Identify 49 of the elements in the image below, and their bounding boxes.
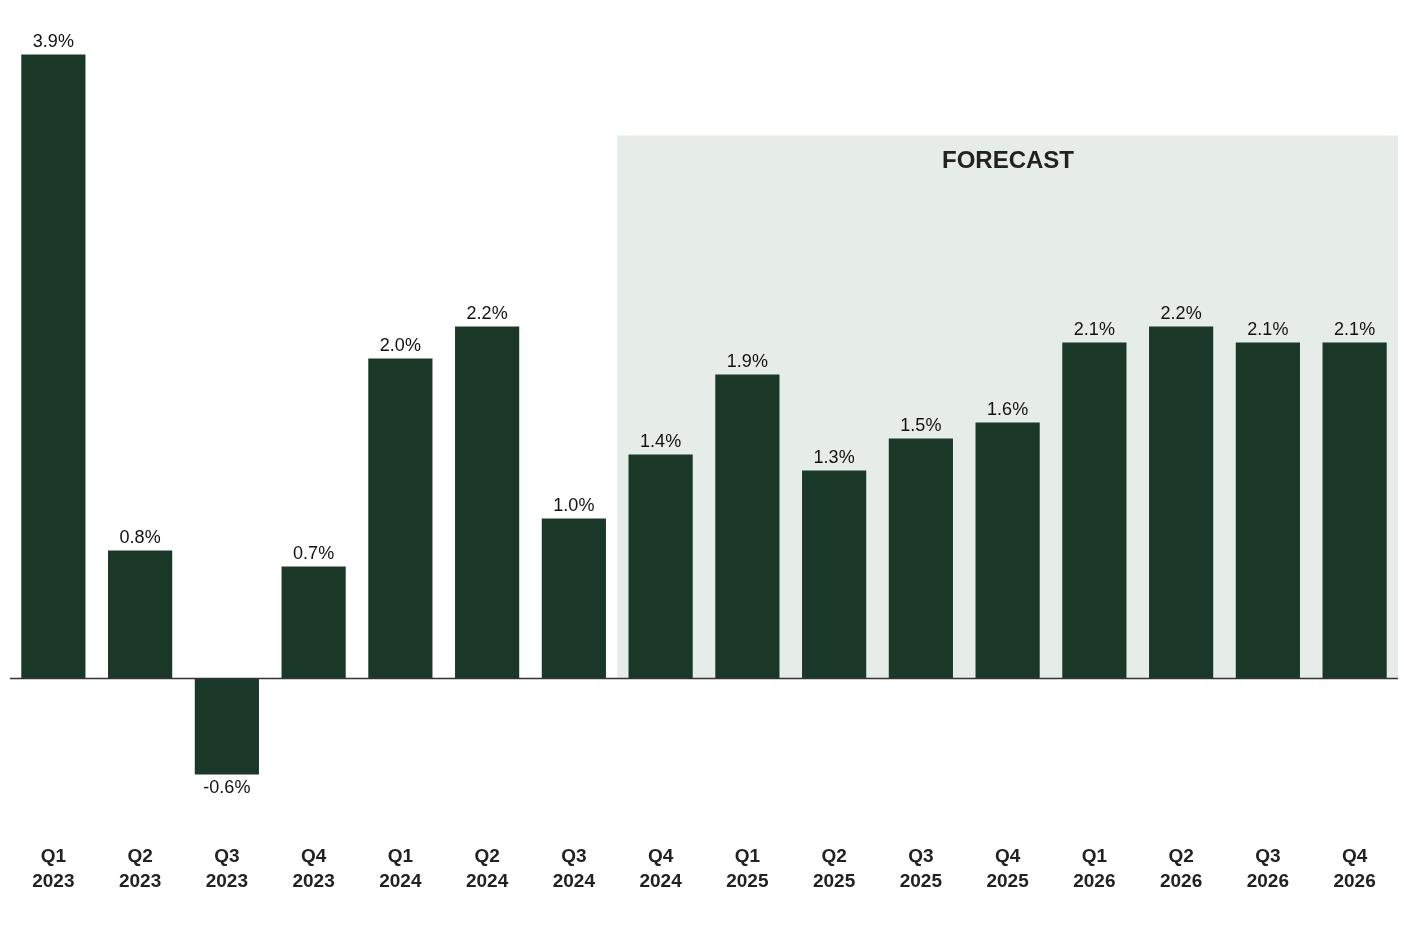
bar [888, 438, 953, 679]
bar [21, 54, 86, 679]
x-tick-label: Q4 2024 [639, 845, 683, 891]
data-label: 1.9% [726, 351, 768, 372]
x-tick-label: Q4 2025 [986, 845, 1030, 891]
bar [541, 518, 606, 679]
data-label: 2.1% [1334, 319, 1376, 340]
data-label: 1.5% [900, 415, 942, 436]
bar [628, 454, 693, 679]
bar [194, 678, 259, 775]
data-label: 0.8% [119, 527, 161, 548]
x-tick-label: Q3 2026 [1246, 845, 1290, 891]
x-tick-label: Q1 2025 [726, 845, 769, 891]
bar [1062, 342, 1127, 679]
data-label: 2.1% [1073, 319, 1115, 340]
x-tick-label: Q1 2024 [379, 845, 422, 891]
x-tick-label: Q3 2023 [205, 845, 249, 891]
x-tick-label: Q1 2026 [1073, 845, 1116, 891]
data-label: 2.1% [1247, 319, 1289, 340]
bar [455, 326, 520, 679]
bar [1235, 342, 1300, 679]
x-tick-label: Q2 2026 [1159, 845, 1203, 891]
data-label: 1.0% [553, 495, 595, 516]
bar [1149, 326, 1214, 679]
x-tick-label: Q3 2024 [552, 845, 596, 891]
bar [368, 358, 433, 679]
data-label: 0.7% [293, 543, 335, 564]
x-tick-label: Q2 2025 [812, 845, 856, 891]
data-label: 2.0% [379, 335, 421, 356]
data-label: 2.2% [466, 303, 508, 324]
data-label: 1.4% [640, 431, 682, 452]
x-tick-label: Q2 2024 [465, 845, 509, 891]
data-label: 3.9% [32, 31, 74, 52]
band-label: FORECAST [942, 146, 1075, 173]
x-tick-label: Q1 2023 [32, 845, 75, 891]
x-tick-label: Q2 2023 [118, 845, 162, 891]
x-tick-label: Q3 2025 [899, 845, 943, 891]
bar [108, 550, 173, 679]
bar [1322, 342, 1387, 679]
bar [281, 566, 346, 679]
x-tick-label: Q4 2023 [292, 845, 335, 891]
data-label: 2.2% [1160, 303, 1202, 324]
bar [715, 374, 780, 679]
bar [975, 422, 1040, 679]
x-tick-label: Q4 2026 [1333, 845, 1376, 891]
bar [802, 470, 867, 679]
data-label: 1.6% [987, 399, 1029, 420]
data-label: 1.3% [813, 447, 855, 468]
data-label: -0.6% [203, 777, 251, 798]
